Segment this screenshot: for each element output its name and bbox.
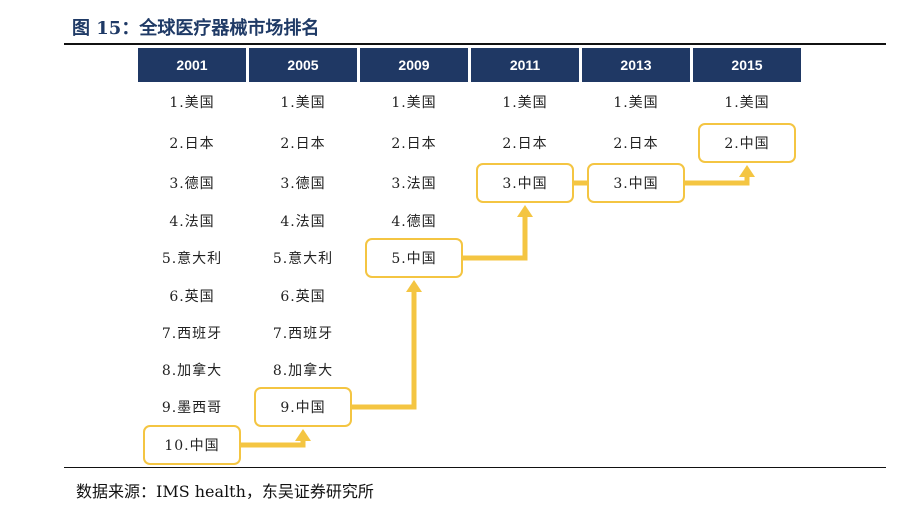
top-rule [64, 43, 886, 45]
rank-item: 5.意大利 [161, 251, 223, 267]
arrowhead [295, 429, 311, 441]
rank-item: 1.美国 [391, 95, 437, 111]
connector-line [685, 175, 750, 186]
rank-item: 7.西班牙 [161, 326, 223, 342]
rank-item: 8.加拿大 [272, 363, 334, 379]
rank-item: 3.德国 [169, 176, 215, 192]
rank-item: 1.美国 [280, 95, 326, 111]
rank-item: 2.日本 [502, 136, 548, 152]
rank-item: 2.日本 [169, 136, 215, 152]
highlight-box-2013: 3.中国 [587, 163, 685, 203]
rank-item: 4.德国 [391, 214, 437, 230]
rank-item: 2.日本 [613, 136, 659, 152]
rank-item: 1.美国 [502, 95, 548, 111]
highlight-box-2009: 5.中国 [365, 238, 463, 278]
arrowhead [517, 205, 533, 217]
source-note: 数据来源：IMS health，东吴证券研究所 [76, 482, 374, 501]
year-header-2015: 2015 [693, 48, 801, 82]
arrowhead [739, 165, 755, 177]
bottom-rule [64, 467, 886, 468]
rank-item: 4.法国 [280, 214, 326, 230]
year-header-2013: 2013 [582, 48, 690, 82]
highlight-box-2015: 2.中国 [698, 123, 796, 163]
figure-title: 图 15：全球医疗器械市场排名 [72, 18, 320, 39]
year-header-2011: 2011 [471, 48, 579, 82]
year-header-2005: 2005 [249, 48, 357, 82]
rank-item: 7.西班牙 [272, 326, 334, 342]
year-header-2001: 2001 [138, 48, 246, 82]
rank-item: 5.意大利 [272, 251, 334, 267]
rank-item: 8.加拿大 [161, 363, 223, 379]
rank-item: 9.墨西哥 [161, 400, 223, 416]
rank-item: 2.日本 [391, 136, 437, 152]
rank-item: 6.英国 [169, 289, 215, 305]
connector-line [352, 290, 417, 410]
rank-item: 1.美国 [169, 95, 215, 111]
highlight-box-2001: 10.中国 [143, 425, 241, 465]
connector-line [463, 215, 528, 261]
rank-item: 4.法国 [169, 214, 215, 230]
rank-item: 6.英国 [280, 289, 326, 305]
connector-line [241, 439, 306, 448]
highlight-box-2011: 3.中国 [476, 163, 574, 203]
highlight-box-2005: 9.中国 [254, 387, 352, 427]
rank-item: 3.法国 [391, 176, 437, 192]
rank-item: 3.德国 [280, 176, 326, 192]
rank-item: 1.美国 [613, 95, 659, 111]
arrowhead [406, 280, 422, 292]
rank-item: 1.美国 [724, 95, 770, 111]
year-header-2009: 2009 [360, 48, 468, 82]
rank-item: 2.日本 [280, 136, 326, 152]
